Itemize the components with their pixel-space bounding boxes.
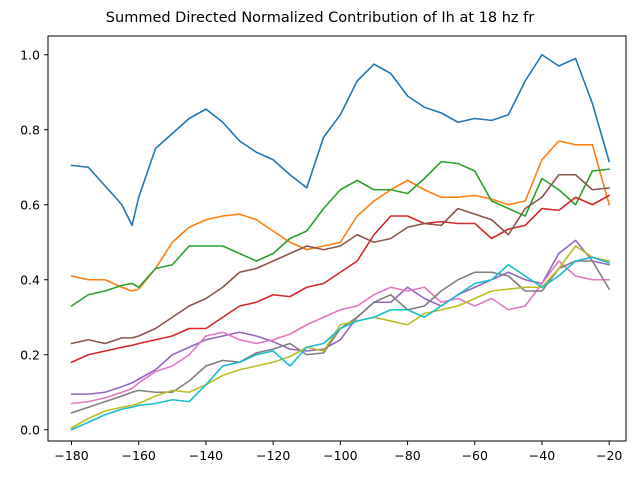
y-tick-label: 0.4 [20,272,40,287]
x-tick-label: −20 [596,448,622,463]
y-tick-label: 0.2 [20,347,40,362]
y-axis: 0.0 0.2 0.4 0.6 0.8 1.0 [20,47,48,437]
chart-title: Summed Directed Normalized Contribution … [106,10,534,26]
x-tick-label: −100 [323,448,357,463]
series-line-10 [70,256,611,431]
series-line-7 [70,260,611,405]
series-group [70,53,611,431]
x-tick-label: −80 [394,448,420,463]
y-tick-label: 0.8 [20,122,40,137]
y-tick-label: 0.0 [20,422,40,437]
x-tick-label: −120 [256,448,290,463]
x-tick-label: −140 [189,448,223,463]
x-tick-label: −160 [122,448,156,463]
axes-frame [47,35,627,442]
series-line-5 [70,239,611,395]
y-tick-label: 0.6 [20,197,40,212]
y-tick-label: 1.0 [20,47,40,62]
series-line-3 [70,160,611,307]
x-axis: −180 −160 −140 −120 −100 −80 −60 −40 −20 [54,441,622,463]
series-line-1 [70,53,611,227]
series-line-4 [70,194,611,364]
x-tick-label: −60 [462,448,488,463]
x-tick-label: −40 [529,448,555,463]
x-tick-label: −180 [54,448,88,463]
series-line-9 [70,245,611,429]
series-line-6 [70,173,611,345]
series-line-2 [70,140,611,292]
series-line-8 [70,260,611,414]
